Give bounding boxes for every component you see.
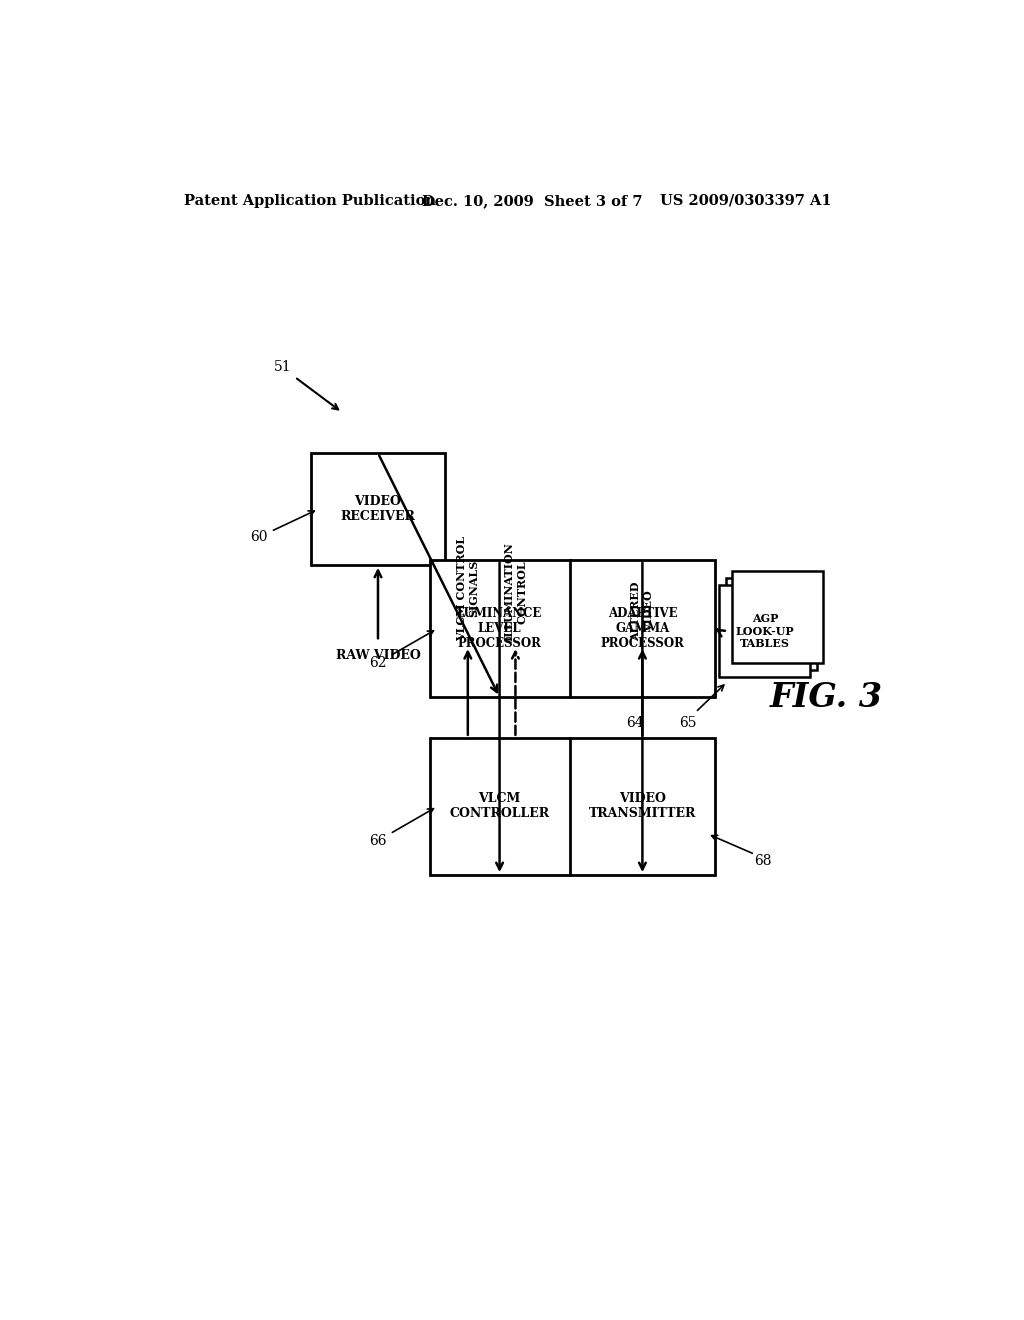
Text: Dec. 10, 2009  Sheet 3 of 7: Dec. 10, 2009 Sheet 3 of 7 (422, 194, 642, 209)
Bar (726, 578, 817, 669)
Bar (732, 572, 823, 663)
Text: 65: 65 (679, 715, 696, 730)
Text: VIDEO
TRANSMITTER: VIDEO TRANSMITTER (589, 792, 696, 820)
Text: VIDEO
RECEIVER: VIDEO RECEIVER (341, 495, 416, 523)
Text: 60: 60 (250, 531, 267, 544)
Text: 51: 51 (274, 360, 292, 374)
Text: ALTERED
VIDEO: ALTERED VIDEO (631, 582, 654, 642)
Text: 66: 66 (370, 834, 387, 847)
Text: VLCM CONTROL
SIGNALS: VLCM CONTROL SIGNALS (456, 536, 479, 642)
Text: RAW VIDEO: RAW VIDEO (336, 649, 421, 663)
Text: US 2009/0303397 A1: US 2009/0303397 A1 (659, 194, 831, 209)
Bar (719, 585, 811, 677)
Text: 64: 64 (626, 715, 643, 730)
Text: ILLUMINATION
CONTROL: ILLUMINATION CONTROL (504, 543, 527, 642)
Text: 62: 62 (370, 656, 387, 669)
Bar (310, 453, 445, 565)
Text: LUMINANCE
LEVEL
PROCESSOR: LUMINANCE LEVEL PROCESSOR (457, 607, 543, 649)
Text: 68: 68 (754, 854, 772, 869)
Text: FIG. 3: FIG. 3 (770, 681, 883, 714)
Text: ADAPTIVE
GAMMA
PROCESSOR: ADAPTIVE GAMMA PROCESSOR (600, 607, 684, 649)
Bar (430, 560, 715, 697)
Text: Patent Application Publication: Patent Application Publication (183, 194, 435, 209)
Text: VLCM
CONTROLLER: VLCM CONTROLLER (450, 792, 550, 820)
Bar (430, 738, 715, 875)
Text: AGP
LOOK-UP
TABLES: AGP LOOK-UP TABLES (735, 612, 795, 649)
